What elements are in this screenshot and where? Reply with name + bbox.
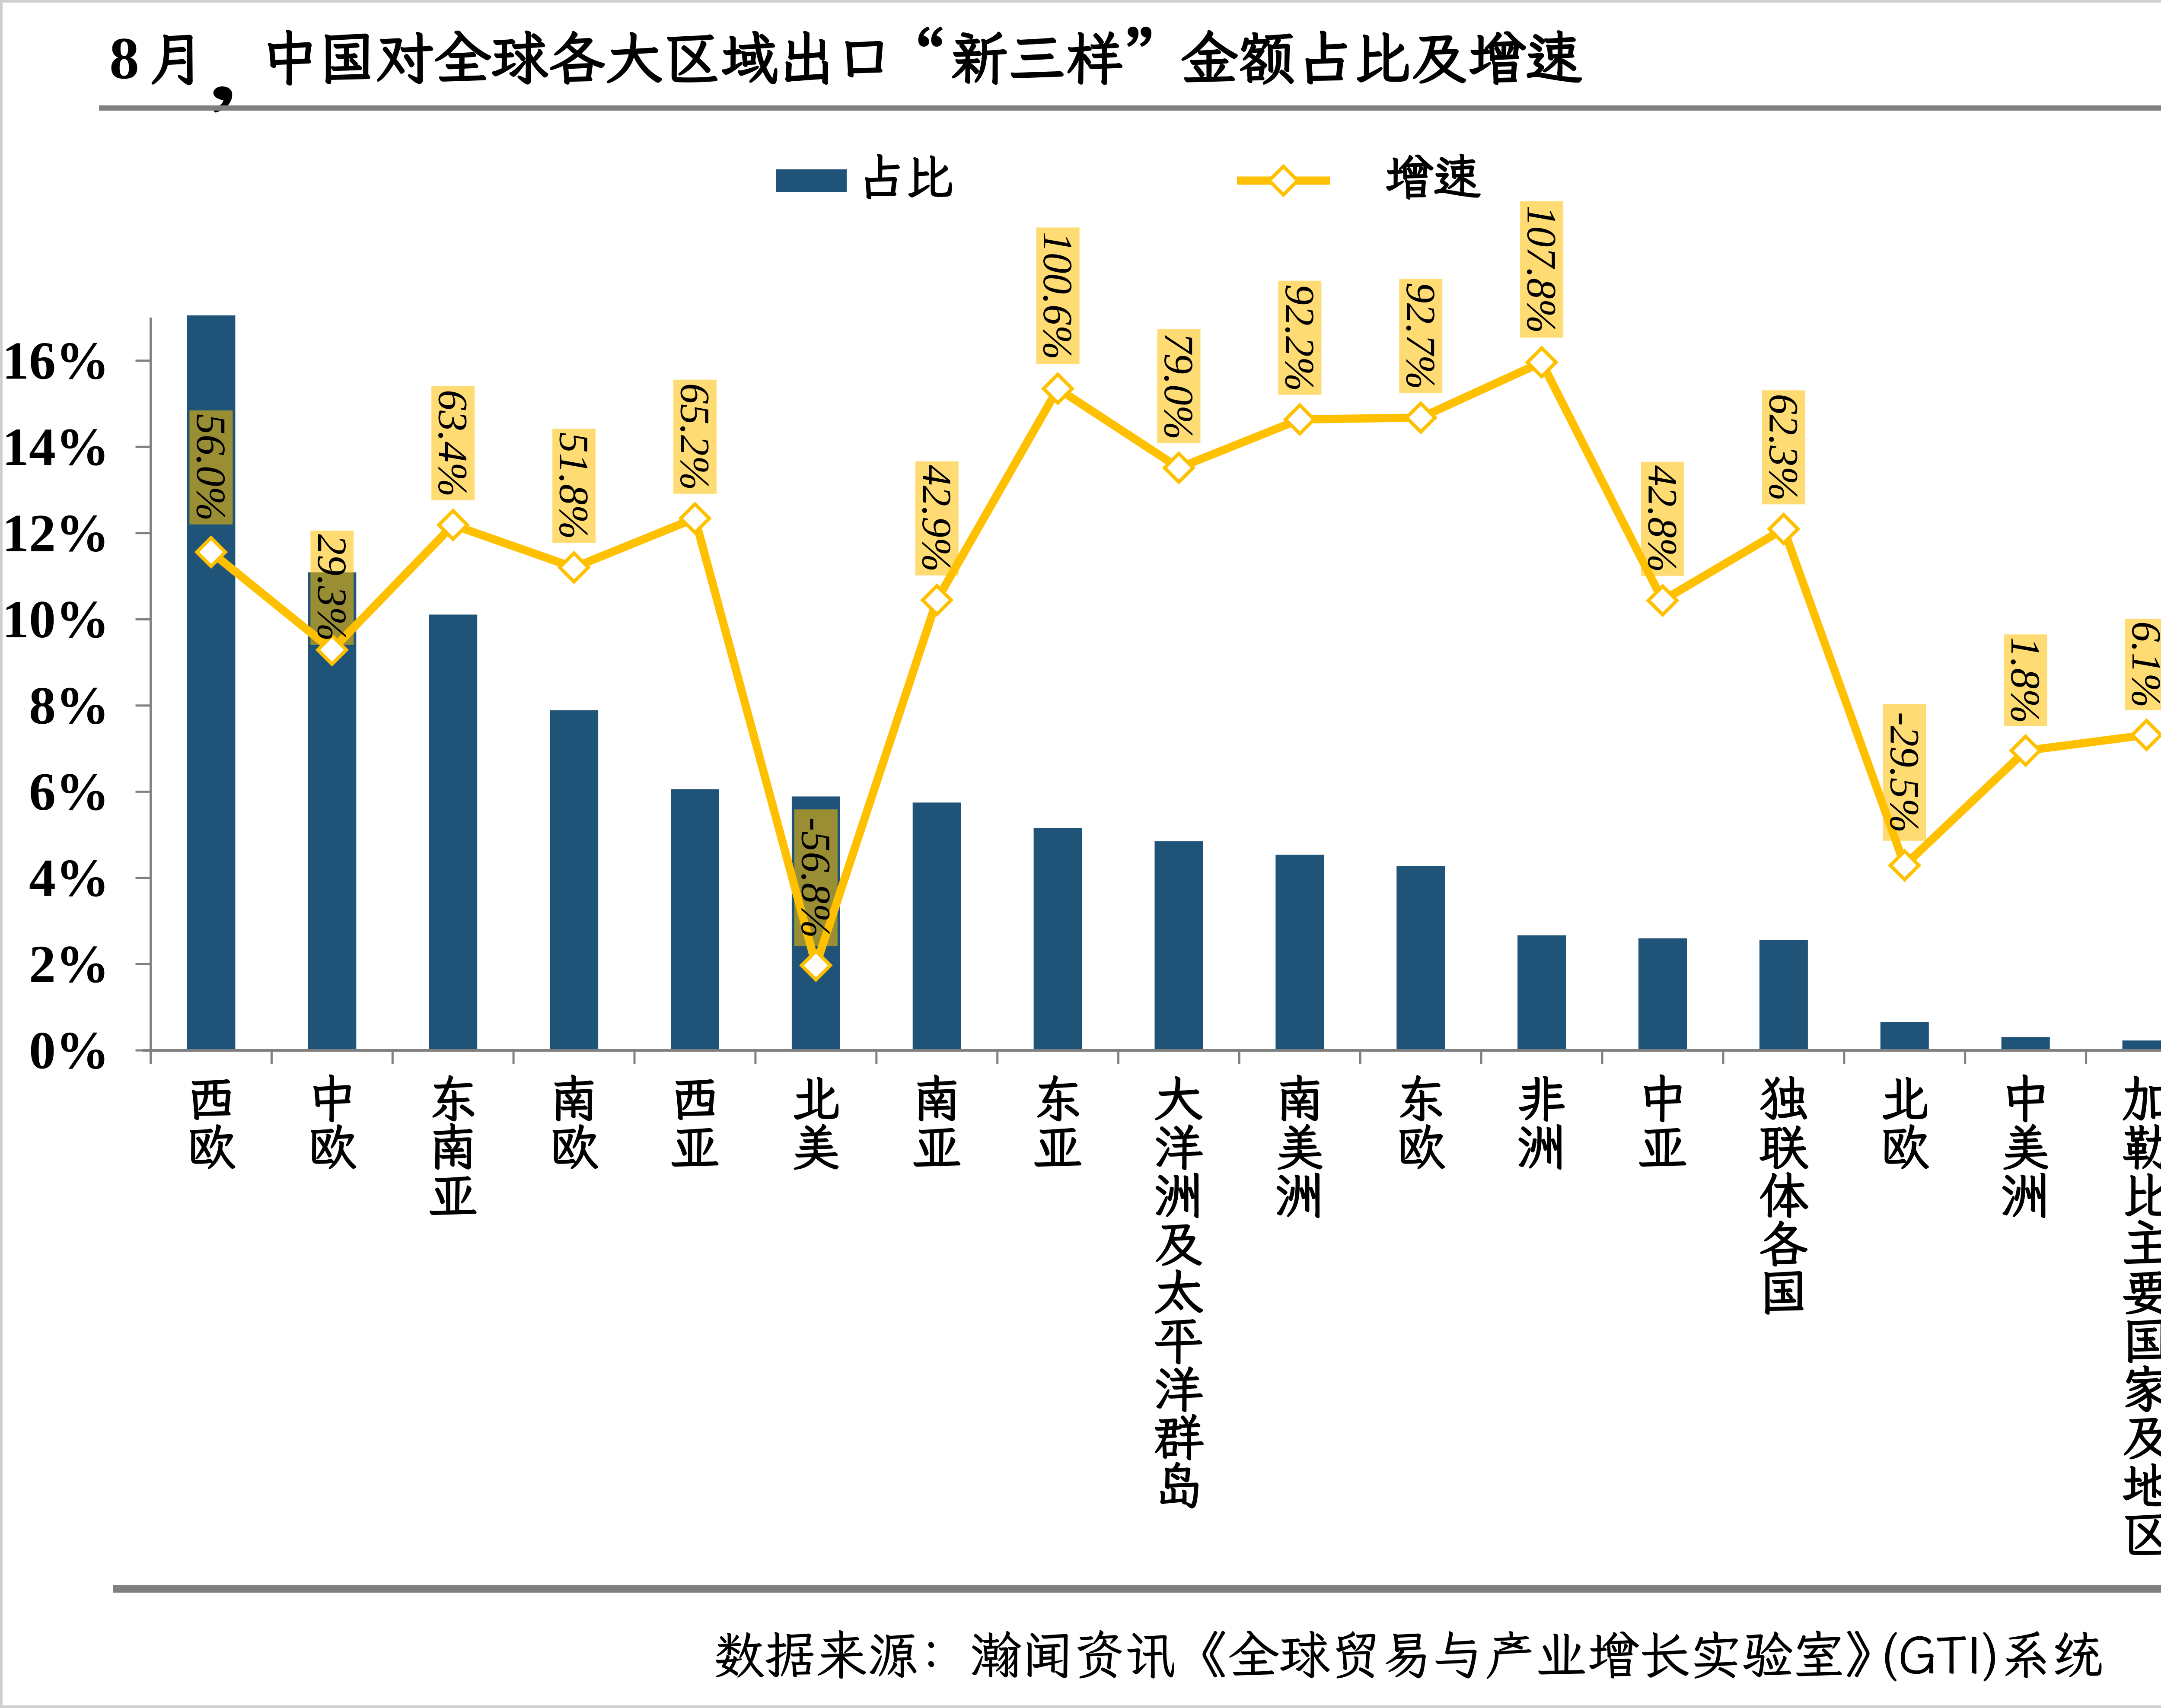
- svg-text:8: 8: [109, 25, 139, 91]
- svg-text:42.9%: 42.9%: [914, 465, 960, 572]
- svg-text:107.8%: 107.8%: [1519, 206, 1565, 334]
- svg-text:6%: 6%: [29, 762, 109, 821]
- svg-text:100.6%: 100.6%: [1035, 232, 1081, 360]
- svg-text:79.0%: 79.0%: [1156, 333, 1202, 440]
- svg-text:62.3%: 62.3%: [1760, 394, 1807, 501]
- svg-text:0%: 0%: [29, 1021, 109, 1080]
- svg-text:29.3%: 29.3%: [309, 534, 355, 641]
- svg-text:16%: 16%: [2, 331, 109, 390]
- svg-text:92.7%: 92.7%: [1398, 283, 1444, 390]
- svg-text:65.2%: 65.2%: [672, 383, 718, 490]
- svg-text:63.4%: 63.4%: [430, 390, 476, 497]
- svg-text:12%: 12%: [2, 503, 109, 563]
- svg-text:42.8%: 42.8%: [1640, 465, 1686, 573]
- svg-text:10%: 10%: [2, 590, 109, 649]
- svg-text:2%: 2%: [29, 935, 109, 994]
- svg-text:8%: 8%: [29, 676, 109, 735]
- svg-text:-56.8%: -56.8%: [793, 817, 839, 938]
- svg-text:92.2%: 92.2%: [1277, 284, 1323, 391]
- svg-text:-29.5%: -29.5%: [1881, 712, 1928, 833]
- svg-text:6.1%: 6.1%: [2123, 621, 2161, 708]
- svg-text:14%: 14%: [2, 417, 109, 477]
- svg-text:1.8%: 1.8%: [2002, 637, 2049, 723]
- svg-text:51.8%: 51.8%: [551, 432, 597, 539]
- svg-text:56.0%: 56.0%: [188, 414, 234, 521]
- svg-text:4%: 4%: [29, 848, 109, 907]
